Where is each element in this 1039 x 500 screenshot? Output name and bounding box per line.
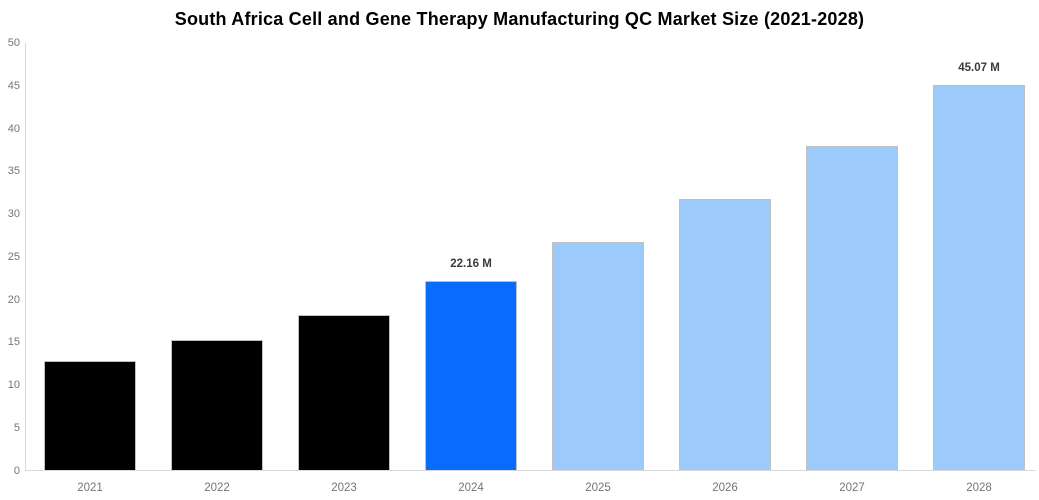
x-label-2023: 2023 <box>331 482 357 494</box>
y-tick-40: 40 <box>7 122 20 135</box>
x-axis-line <box>25 470 1036 471</box>
x-label-2021: 2021 <box>77 482 103 494</box>
y-axis-line <box>25 43 26 471</box>
y-tick-35: 35 <box>7 165 20 178</box>
x-label-2028: 2028 <box>966 482 992 494</box>
value-label-2028: 45.07 M <box>958 62 1000 75</box>
x-label-2027: 2027 <box>839 482 865 494</box>
x-label-2022: 2022 <box>204 482 230 494</box>
y-tick-30: 30 <box>7 208 20 220</box>
x-label-2026: 2026 <box>712 482 738 494</box>
bar-2021 <box>44 361 136 471</box>
value-label-2024: 22.16 M <box>450 258 492 271</box>
y-tick-5: 5 <box>13 421 20 434</box>
bar-2026 <box>679 198 771 471</box>
bar-2024 <box>425 281 517 471</box>
y-tick-0: 0 <box>13 464 20 477</box>
bar-2022 <box>171 339 263 471</box>
y-tick-25: 25 <box>7 250 20 263</box>
y-tick-50: 50 <box>7 37 20 49</box>
x-label-2024: 2024 <box>458 482 484 494</box>
bar-2025 <box>552 242 644 471</box>
bar-2027 <box>806 146 898 471</box>
bar-2028 <box>933 85 1025 471</box>
chart-title: South Africa Cell and Gene Therapy Manuf… <box>174 9 865 29</box>
x-label-2025: 2025 <box>585 482 611 494</box>
y-tick-10: 10 <box>7 379 20 391</box>
y-tick-15: 15 <box>7 336 20 349</box>
bar-2023 <box>298 314 390 471</box>
y-tick-45: 45 <box>7 79 20 92</box>
y-tick-20: 20 <box>7 293 20 306</box>
